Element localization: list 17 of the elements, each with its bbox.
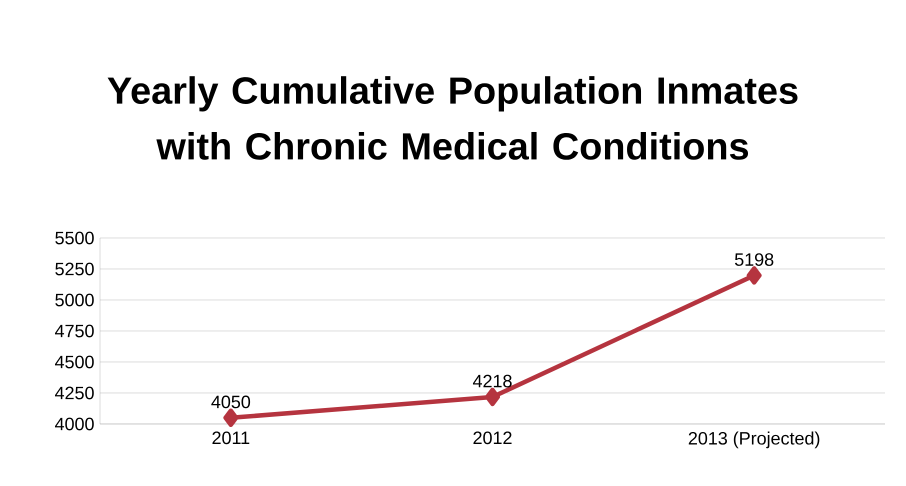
data-label: 4218 xyxy=(472,374,512,388)
y-tick-label: 4500 xyxy=(55,356,94,368)
x-tick-label: 2011 xyxy=(212,431,250,444)
point xyxy=(485,388,500,406)
y-tick-label: 5000 xyxy=(55,294,94,306)
point xyxy=(746,266,762,285)
x-tick-label: 2012 xyxy=(473,431,512,444)
chart-title: Yearly Cumulative Population Inmates with Chronic Medical Conditions xyxy=(108,76,798,160)
x-tick-label: 2013 (Projected) xyxy=(688,432,820,448)
data-label: 5198 xyxy=(734,253,774,266)
point xyxy=(223,408,238,428)
y-tick-label: 5250 xyxy=(55,262,94,276)
y-tick-label: 4750 xyxy=(55,324,94,338)
y-tick-label: 4250 xyxy=(55,386,94,400)
data-label: 4050 xyxy=(211,396,250,408)
y-tick-label: 4000 xyxy=(55,418,94,430)
y-tick-label: 5500 xyxy=(55,232,94,244)
